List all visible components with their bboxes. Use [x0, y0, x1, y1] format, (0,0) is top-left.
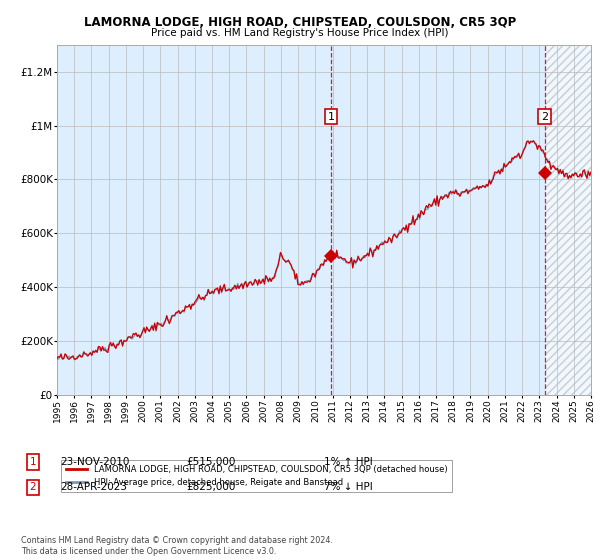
Bar	[545, 45, 591, 395]
Text: LAMORNA LODGE, HIGH ROAD, CHIPSTEAD, COULSDON, CR5 3QP: LAMORNA LODGE, HIGH ROAD, CHIPSTEAD, COU…	[84, 16, 516, 29]
Text: 1% ↑ HPI: 1% ↑ HPI	[324, 457, 373, 467]
Text: Contains HM Land Registry data © Crown copyright and database right 2024.
This d: Contains HM Land Registry data © Crown c…	[21, 536, 333, 556]
Text: 1: 1	[328, 111, 334, 122]
Text: 28-APR-2023: 28-APR-2023	[60, 482, 127, 492]
Text: 1: 1	[29, 457, 37, 467]
Text: 2: 2	[29, 482, 37, 492]
Text: £515,000: £515,000	[186, 457, 235, 467]
Text: 23-NOV-2010: 23-NOV-2010	[60, 457, 130, 467]
Legend: LAMORNA LODGE, HIGH ROAD, CHIPSTEAD, COULSDON, CR5 3QP (detached house), HPI: Av: LAMORNA LODGE, HIGH ROAD, CHIPSTEAD, COU…	[61, 460, 452, 492]
Text: Price paid vs. HM Land Registry's House Price Index (HPI): Price paid vs. HM Land Registry's House …	[151, 28, 449, 38]
Text: 2: 2	[541, 111, 548, 122]
Text: £825,000: £825,000	[186, 482, 235, 492]
Text: 7% ↓ HPI: 7% ↓ HPI	[324, 482, 373, 492]
